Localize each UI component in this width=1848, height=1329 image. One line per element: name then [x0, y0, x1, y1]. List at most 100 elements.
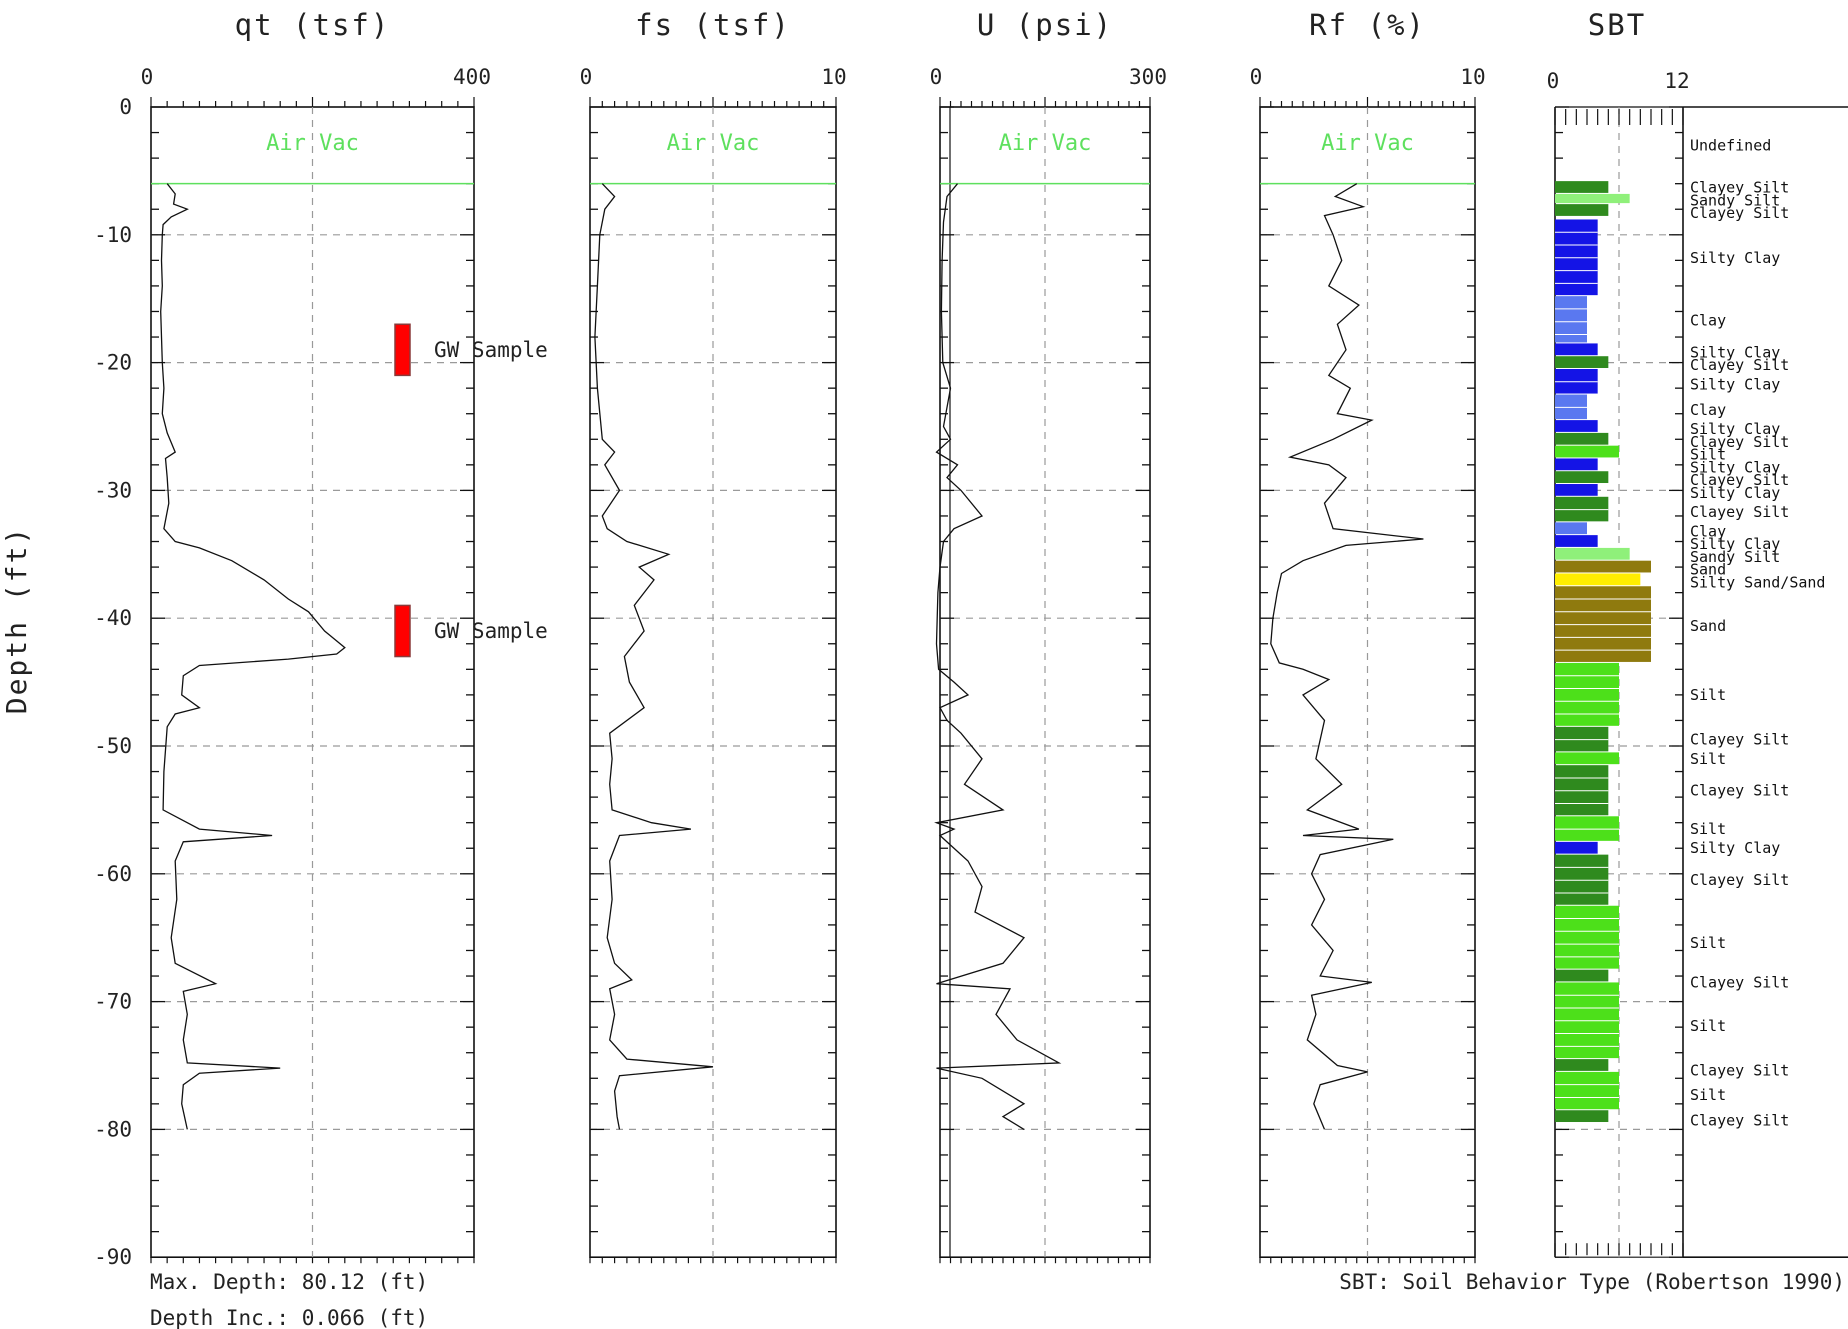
sbt-bar [1555, 471, 1609, 484]
depth-tick-label: -40 [94, 606, 132, 630]
footer-sbt-note: SBT: Soil Behavior Type (Robertson 1990) [1339, 1270, 1845, 1294]
track-U-xmax-label: 300 [1129, 65, 1167, 89]
sbt-bar [1555, 484, 1598, 496]
track-U-xmin-label: 0 [930, 65, 943, 89]
sbt-zone-label: Clayey Silt [1690, 731, 1789, 749]
track-qt-air-vac-label: Air Vac [266, 131, 359, 156]
track-fs-title: fs (tsf) [635, 8, 791, 42]
sbt-bar [1555, 560, 1651, 573]
gw-sample-marker [394, 323, 411, 377]
track-U-air-vac-label: Air Vac [999, 131, 1092, 156]
track-qt-xmax-label: 400 [453, 65, 491, 89]
depth-tick-label: -60 [94, 862, 132, 886]
sbt-zone-label: Sandy Silt [1690, 548, 1780, 566]
sbt-bar [1555, 662, 1619, 726]
depth-tick-label: -80 [94, 1117, 132, 1141]
sbt-zone-label: Silt [1690, 1017, 1726, 1035]
sbt-title: SBT [1588, 8, 1646, 42]
sbt-zone-label: Silty Clay [1690, 420, 1780, 438]
depth-tick-label: 0 [119, 95, 132, 119]
sbt-zone-label: Sand [1690, 561, 1726, 579]
track-Rf-xmax-label: 10 [1460, 65, 1485, 89]
sbt-zone-label: Clay [1690, 522, 1726, 540]
footer-max-depth: Max. Depth: 80.12 (ft) [150, 1270, 428, 1294]
sbt-bar [1555, 752, 1619, 765]
sbt-bar [1555, 1110, 1609, 1123]
track-U-title: U (psi) [977, 8, 1113, 42]
sbt-bar [1555, 204, 1609, 216]
sbt-zone-label: Silt [1690, 750, 1726, 768]
sbt-bar [1555, 1071, 1619, 1110]
track-fs-xmin-label: 0 [580, 65, 593, 89]
sbt-bar [1555, 296, 1587, 343]
sbt-zone-label: Silt [1690, 1086, 1726, 1104]
sbt-zone-label: Silty Clay [1690, 343, 1780, 361]
depth-tick-label: -10 [94, 223, 132, 247]
depth-tick-label: -70 [94, 990, 132, 1014]
sbt-bar [1555, 969, 1609, 982]
track-Rf-xmin-label: 0 [1250, 65, 1263, 89]
sbt-zone-label: Silty Clay [1690, 375, 1780, 393]
sbt-xmax-label: 12 [1664, 69, 1689, 93]
depth-tick-label: -20 [94, 351, 132, 375]
sbt-bar [1555, 573, 1641, 586]
sbt-zone-label: Clayey Silt [1690, 973, 1789, 991]
sbt-zone-label: Silty Sand/Sand [1690, 573, 1825, 591]
grid-layer [150, 97, 1848, 1264]
sbt-bar [1555, 458, 1598, 471]
sbt-bar [1555, 841, 1598, 854]
sbt-zone-label: Undefined [1690, 136, 1771, 154]
track-fs-trace [594, 183, 714, 1130]
sbt-zone-label: Silty Clay [1690, 839, 1780, 857]
sbt-bar [1555, 432, 1609, 445]
sbt-zone-label: Silt [1690, 446, 1726, 464]
sbt-zone-label: Clay [1690, 311, 1726, 329]
sbt-zone-label: Clay [1690, 401, 1726, 419]
sbt-zone-label: Clayey Silt [1690, 471, 1789, 489]
sbt-bar [1555, 181, 1609, 193]
sbt-zone-label: Clayey Silt [1690, 871, 1789, 889]
depth-tick-label: -30 [94, 478, 132, 502]
sbt-zone-label: Clayey Silt [1690, 179, 1789, 197]
sbt-bar [1555, 816, 1619, 841]
sbt-zone-label: Clayey Silt [1690, 1062, 1789, 1080]
sbt-zone-label: Silty Clay [1690, 535, 1780, 553]
track-Rf-trace [1270, 183, 1424, 1130]
sbt-zone-label: Silty Clay [1690, 249, 1780, 267]
depth-tick-label: -90 [94, 1245, 132, 1269]
marks-layer [151, 181, 1651, 1130]
sbt-bar [1555, 420, 1598, 432]
track-qt-trace [160, 183, 346, 1130]
sbt-bar [1555, 547, 1630, 560]
track-qt-title: qt (tsf) [235, 8, 391, 42]
depth-tick-label: -50 [94, 734, 132, 758]
sbt-bar [1555, 445, 1619, 458]
track-fs-xmax-label: 10 [821, 65, 846, 89]
track-fs-air-vac-label: Air Vac [667, 131, 760, 156]
sbt-zone-label: Clayey Silt [1690, 356, 1789, 374]
track-qt-xmin-label: 0 [141, 65, 154, 89]
track-U-trace [934, 183, 1062, 1130]
sbt-bar [1555, 343, 1598, 356]
gw-sample-label: GW Sample [434, 338, 548, 362]
sbt-zone-label: Clayey Silt [1690, 433, 1789, 451]
text-layer: 0 -10 -20 -30 -40 -50 -60 -70 -80 -90 qt (tsf) 0 400… [94, 8, 1825, 1269]
sbt-zone-label: Clayey Silt [1690, 204, 1789, 222]
track-Rf-air-vac-label: Air Vac [1321, 131, 1414, 156]
sbt-bar [1555, 522, 1587, 535]
sbt-zone-label: Clayey Silt [1690, 782, 1789, 800]
sbt-zone-label: Silty Clay [1690, 458, 1780, 476]
sbt-bar [1555, 905, 1619, 969]
sbt-bar [1555, 1059, 1609, 1071]
y-axis-label: Depth (ft) [0, 526, 33, 715]
sbt-xmin-label: 0 [1547, 69, 1560, 93]
footer-depth-inc: Depth Inc.: 0.066 (ft) [150, 1306, 428, 1329]
gw-sample-label: GW Sample [434, 619, 548, 643]
sbt-zone-label: Silty Clay [1690, 484, 1780, 502]
sbt-zone-label: Sandy Silt [1690, 191, 1780, 209]
sbt-bar [1555, 356, 1609, 368]
sbt-zone-label: Clayey Silt [1690, 503, 1789, 521]
sbt-zone-label: Sand [1690, 617, 1726, 635]
track-Rf-title: Rf (%) [1309, 8, 1426, 42]
